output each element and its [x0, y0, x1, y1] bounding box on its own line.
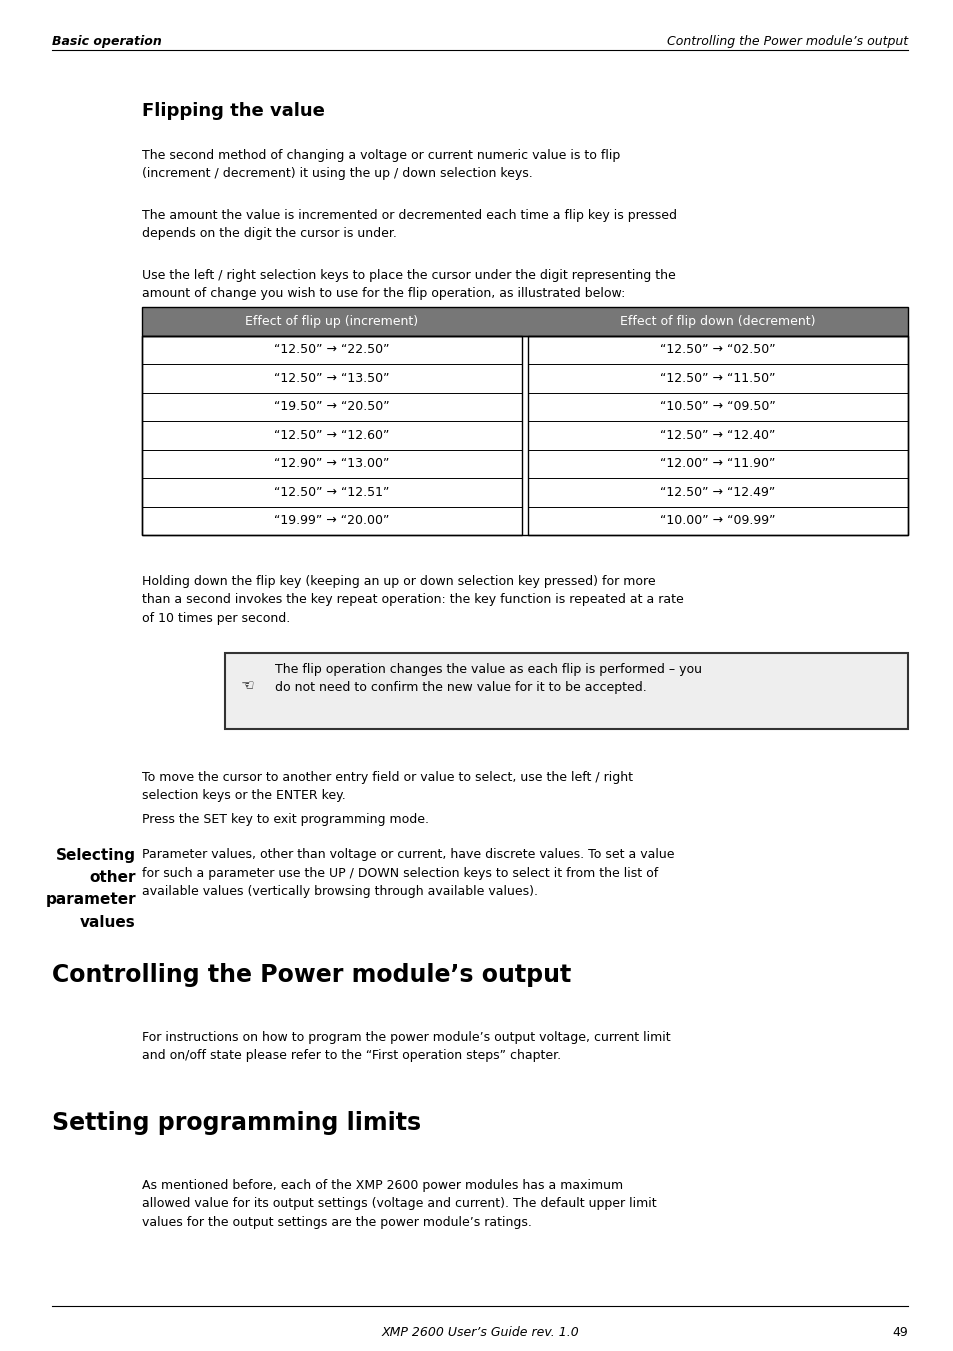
Text: Controlling the Power module’s output: Controlling the Power module’s output — [52, 963, 571, 988]
Text: “12.50” → “12.40”: “12.50” → “12.40” — [659, 428, 775, 442]
Bar — [142, 307, 907, 335]
Text: “12.00” → “11.90”: “12.00” → “11.90” — [659, 457, 775, 470]
Text: Parameter values, other than voltage or current, have discrete values. To set a : Parameter values, other than voltage or … — [142, 848, 674, 898]
Bar — [527, 335, 907, 535]
Text: 49: 49 — [891, 1325, 907, 1339]
Text: “12.50” → “22.50”: “12.50” → “22.50” — [274, 343, 390, 357]
Text: Controlling the Power module’s output: Controlling the Power module’s output — [666, 35, 907, 49]
Text: “19.50” → “20.50”: “19.50” → “20.50” — [274, 400, 390, 413]
Text: Holding down the flip key (keeping an up or down selection key pressed) for more: Holding down the flip key (keeping an up… — [142, 576, 683, 626]
Text: “10.50” → “09.50”: “10.50” → “09.50” — [659, 400, 775, 413]
Text: “12.50” → “12.49”: “12.50” → “12.49” — [659, 486, 775, 499]
Text: Setting programming limits: Setting programming limits — [52, 1111, 420, 1135]
Text: Basic operation: Basic operation — [52, 35, 162, 49]
Text: “12.50” → “12.51”: “12.50” → “12.51” — [274, 486, 389, 499]
Text: XMP 2600 User’s Guide rev. 1.0: XMP 2600 User’s Guide rev. 1.0 — [381, 1325, 578, 1339]
Text: To move the cursor to another entry field or value to select, use the left / rig: To move the cursor to another entry fiel… — [142, 771, 633, 802]
Text: The amount the value is incremented or decremented each time a flip key is press: The amount the value is incremented or d… — [142, 209, 677, 240]
Text: “12.90” → “13.00”: “12.90” → “13.00” — [274, 457, 389, 470]
Text: The second method of changing a voltage or current numeric value is to flip
(inc: The second method of changing a voltage … — [142, 149, 619, 181]
Text: Use the left / right selection keys to place the cursor under the digit represen: Use the left / right selection keys to p… — [142, 269, 675, 300]
Bar — [142, 335, 521, 535]
Text: “12.50” → “12.60”: “12.50” → “12.60” — [274, 428, 389, 442]
Text: For instructions on how to program the power module’s output voltage, current li: For instructions on how to program the p… — [142, 1031, 670, 1062]
Text: Flipping the value: Flipping the value — [142, 101, 325, 120]
Text: Effect of flip up (increment): Effect of flip up (increment) — [245, 315, 418, 328]
Text: “12.50” → “02.50”: “12.50” → “02.50” — [659, 343, 775, 357]
Bar — [142, 307, 907, 335]
Bar — [142, 335, 907, 535]
Bar — [225, 653, 907, 730]
Text: “12.50” → “11.50”: “12.50” → “11.50” — [659, 372, 775, 385]
Text: “10.00” → “09.99”: “10.00” → “09.99” — [659, 515, 775, 527]
Text: The flip operation changes the value as each flip is performed – you
  do not ne: The flip operation changes the value as … — [267, 663, 701, 694]
Text: “12.50” → “13.50”: “12.50” → “13.50” — [274, 372, 390, 385]
Text: Selecting
other
parameter
values: Selecting other parameter values — [46, 848, 136, 929]
Text: ☜: ☜ — [240, 678, 253, 693]
Text: As mentioned before, each of the XMP 2600 power modules has a maximum
allowed va: As mentioned before, each of the XMP 260… — [142, 1179, 656, 1229]
Text: “19.99” → “20.00”: “19.99” → “20.00” — [274, 515, 389, 527]
Text: Press the SET key to exit programming mode.: Press the SET key to exit programming mo… — [142, 813, 429, 825]
Text: Effect of flip down (decrement): Effect of flip down (decrement) — [619, 315, 815, 328]
